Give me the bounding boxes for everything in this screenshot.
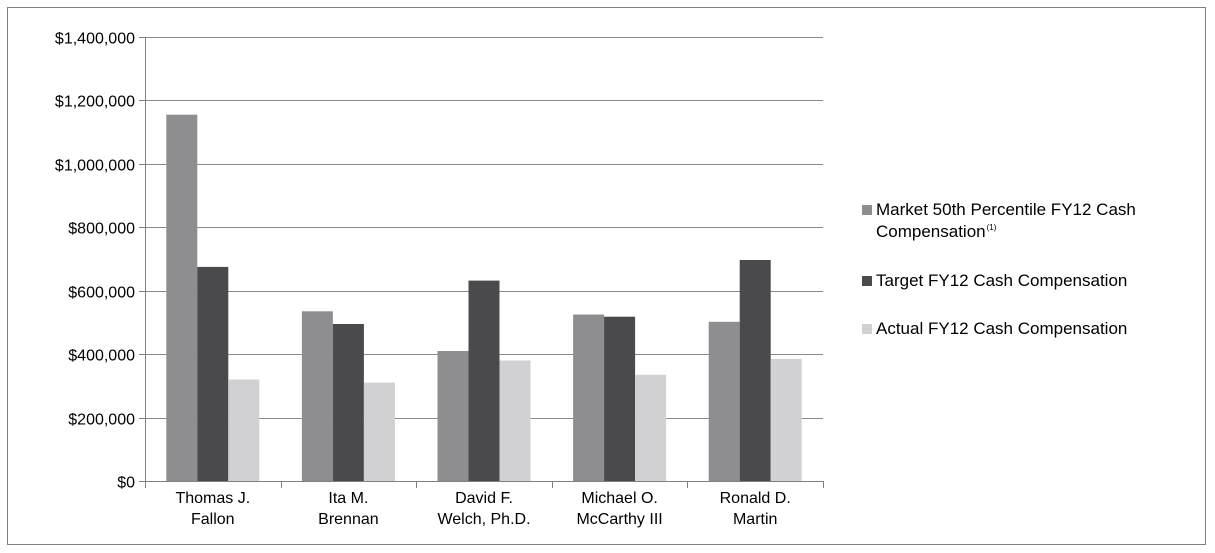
axes (139, 37, 824, 488)
bar-series-2-cat-1 (197, 266, 229, 481)
x-category-label: Ita M. (328, 490, 368, 507)
x-category-label: Welch, Ph.D. (437, 511, 530, 528)
y-tick-label: $1,400,000 (55, 31, 135, 48)
bar-series-3-cat-2 (363, 382, 395, 481)
bar-series-1-cat-1 (166, 114, 198, 481)
bar-series-3-cat-3 (499, 360, 531, 481)
x-category-label: David F. (455, 490, 513, 507)
bars (166, 114, 802, 481)
legend-label: Market 50th Percentile FY12 Cash (876, 200, 1136, 219)
y-tick-label: $1,000,000 (55, 158, 135, 175)
bar-series-2-cat-5 (739, 260, 771, 481)
legend-swatch-3 (862, 324, 872, 334)
legend-swatch-2 (862, 276, 872, 286)
bar-series-3-cat-4 (635, 374, 667, 481)
x-axis-category-labels: Thomas J. Fallon Ita M. Brennan David F. Welc… (175, 490, 790, 528)
y-tick-label: $0 (117, 475, 135, 492)
bar-series-1-cat-2 (301, 311, 333, 481)
y-tick-label: $400,000 (68, 348, 135, 365)
legend: Market 50th Percentile FY12 Cash Compensa… (862, 200, 1136, 338)
bar-series-2-cat-2 (332, 324, 364, 481)
x-category-label: Brennan (318, 511, 379, 528)
bar-series-1-cat-5 (708, 321, 740, 481)
x-category-label: Thomas J. (175, 490, 250, 507)
legend-label: Compensation (876, 222, 986, 241)
y-tick-label: $1,200,000 (55, 94, 135, 111)
legend-swatch-1 (862, 205, 872, 215)
y-tick-label: $200,000 (68, 412, 135, 429)
y-axis-tick-labels: $0 $200,000 $400,000 $600,000 $800,000 $1,000… (55, 31, 135, 492)
bar-series-2-cat-4 (604, 316, 636, 481)
y-tick-label: $600,000 (68, 285, 135, 302)
bar-series-3-cat-5 (770, 358, 802, 481)
x-category-label: Ronald D. (720, 490, 791, 507)
bar-series-2-cat-3 (468, 280, 500, 481)
y-tick-label: $800,000 (68, 221, 135, 238)
legend-label: Actual FY12 Cash Compensation (876, 319, 1127, 338)
x-category-label: McCarthy III (576, 511, 662, 528)
x-category-label: Fallon (191, 511, 235, 528)
bar-series-1-cat-4 (573, 314, 605, 481)
legend-footnote: (1) (987, 223, 997, 232)
bar-series-1-cat-3 (437, 351, 469, 481)
legend-label: Target FY12 Cash Compensation (876, 271, 1127, 290)
x-category-label: Michael O. (581, 490, 657, 507)
bar-series-3-cat-1 (228, 379, 260, 481)
x-category-label: Martin (733, 511, 777, 528)
